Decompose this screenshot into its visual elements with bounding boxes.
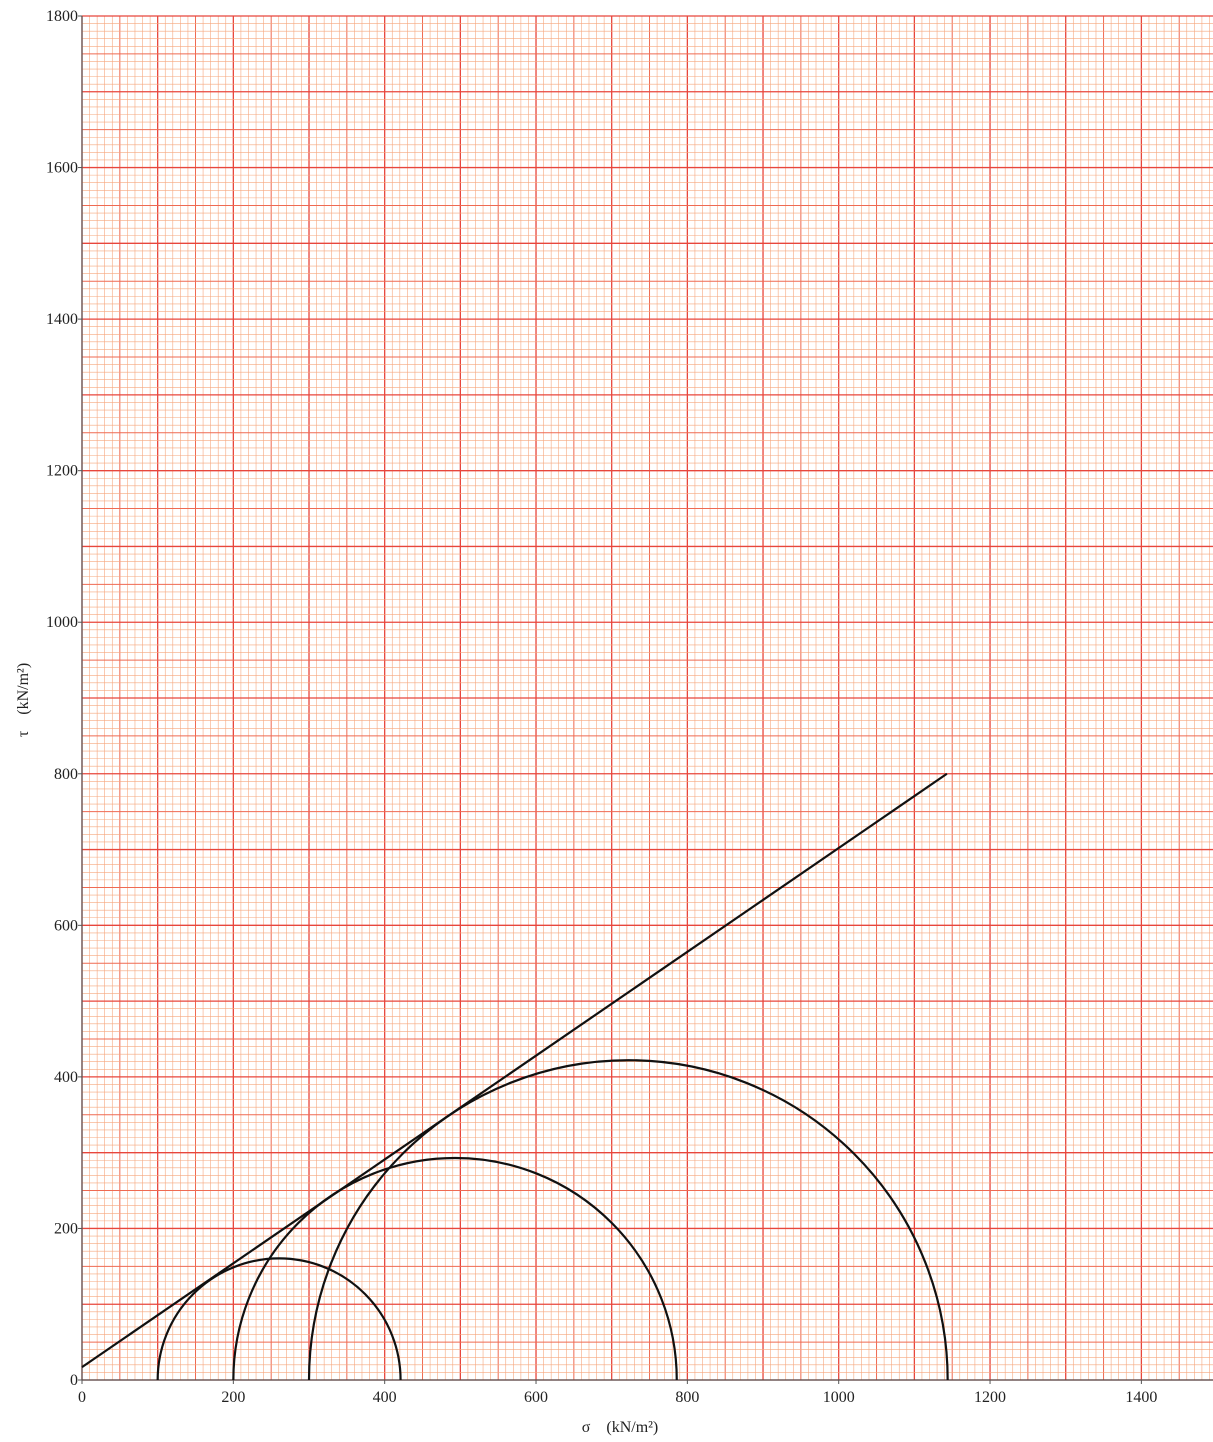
y-tick-label: 200 [54,1220,78,1237]
grid [81,15,1213,1381]
marks [81,772,949,1381]
x-tick-label: 1400 [1125,1389,1157,1406]
mohr-circle [232,1156,678,1381]
mohr-circle [307,1059,949,1381]
x-axis-label: σ (kN/m²) [582,1419,659,1436]
y-tick-label: 600 [54,917,78,934]
failure-envelope [81,772,948,1369]
x-tick-label: 200 [221,1389,245,1406]
x-tick-label: 800 [675,1389,699,1406]
y-tick-label: 1200 [46,463,78,480]
x-tick-label: 400 [373,1389,397,1406]
y-tick-label: 400 [54,1069,78,1086]
mohr-circle [156,1257,402,1381]
y-tick-label: 1800 [46,8,78,25]
y-tick-label: 800 [54,766,78,783]
y-axis-label: τ (kN/m²) [15,663,32,737]
x-tick-label: 1200 [974,1389,1006,1406]
y-tick-label: 1000 [46,614,78,631]
x-tick-label: 600 [524,1389,548,1406]
y-tick-label: 0 [70,1372,78,1389]
y-tick-label: 1400 [46,311,78,328]
x-tick-label: 1000 [823,1389,855,1406]
y-tick-label: 1600 [46,160,78,177]
x-tick-label: 0 [78,1389,86,1406]
